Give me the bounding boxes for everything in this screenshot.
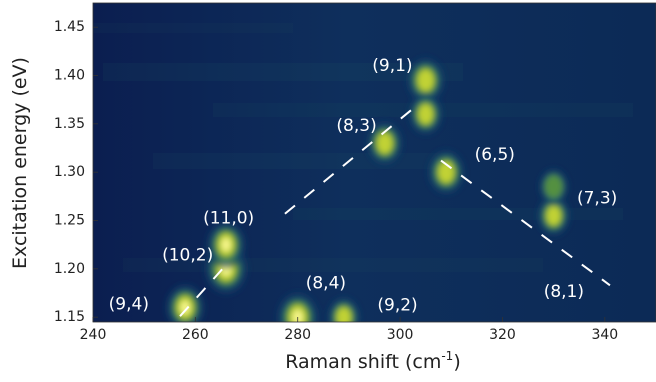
x-axis-ticks: 240 260 280 300 320 340 [80, 317, 618, 343]
y-tick-label: 1.45 [54, 19, 85, 35]
y-tick-label: 1.25 [54, 213, 85, 229]
y-tick-label: 1.35 [54, 116, 85, 132]
dashed-trend-line [284, 103, 419, 215]
y-axis-ticks: 1.15 1.20 1.25 1.30 1.35 1.40 1.45 [54, 19, 98, 325]
trend-dashed-lines [179, 103, 611, 317]
x-axis-title: Raman shift (cm-1) [285, 349, 460, 373]
y-tick-label: 1.30 [54, 164, 85, 180]
chirality-label: (10,2) [162, 245, 213, 265]
y-tick-label: 1.40 [54, 68, 85, 84]
chirality-label: (8,1) [544, 282, 584, 302]
chirality-label: (9,4) [109, 295, 149, 315]
heat-peak [538, 167, 569, 206]
texture-band [293, 208, 623, 220]
heat-peak [408, 92, 444, 136]
heat-peak [406, 56, 446, 104]
heat-peak [276, 291, 320, 322]
x-tick-label: 340 [591, 327, 618, 343]
heat-peak [427, 149, 466, 196]
x-tick-label: 300 [387, 327, 414, 343]
heat-peak [326, 296, 361, 322]
texture-band [153, 153, 453, 169]
intensity-peaks [165, 56, 571, 322]
chirality-label: (7,3) [577, 188, 617, 208]
heat-peak [366, 120, 404, 166]
x-tick-label: 280 [284, 327, 311, 343]
chirality-label: (8,3) [336, 116, 376, 136]
chirality-label: (8,4) [306, 273, 346, 293]
y-tick-label: 1.15 [54, 309, 85, 325]
heat-peak [165, 283, 206, 322]
plot-frame [92, 2, 656, 323]
chirality-label: (9,2) [377, 296, 417, 316]
texture-band [103, 63, 463, 81]
heat-peak [206, 220, 247, 269]
heat-peak [536, 194, 571, 237]
peak-annotations: (9,1) (8,3) (6,5) (7,3) (11,0) (10,2) (8,4) (9,… [109, 56, 618, 316]
x-tick-label: 260 [182, 327, 209, 343]
y-tick-label: 1.20 [54, 261, 85, 277]
dashed-trend-line [179, 264, 227, 317]
x-tick-label: 240 [80, 327, 107, 343]
chirality-label: (6,5) [475, 145, 515, 165]
heat-peak [204, 242, 249, 295]
x-tick-label: 320 [489, 327, 516, 343]
y-axis-title: Excitation energy (eV) [9, 57, 31, 269]
chirality-label: (11,0) [203, 209, 254, 229]
plot-background [93, 3, 656, 322]
dashed-trend-line [440, 159, 611, 287]
chirality-label: (9,1) [372, 56, 412, 76]
texture-band [93, 23, 293, 33]
